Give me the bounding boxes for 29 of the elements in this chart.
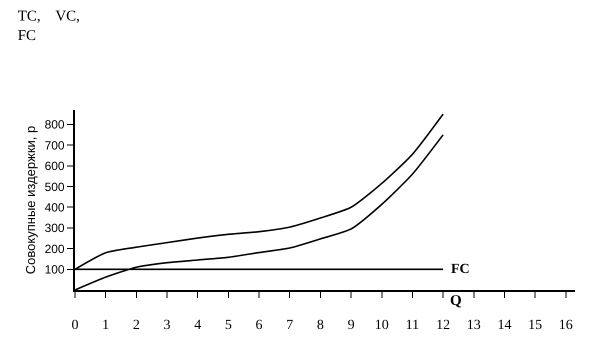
x-tick-label: 1 bbox=[102, 318, 110, 333]
y-tick-label: 600 bbox=[44, 159, 65, 174]
y-tick-label: 400 bbox=[44, 200, 65, 214]
chart-title: TC, VC, FC bbox=[18, 8, 80, 44]
x-tick-label: 13 bbox=[466, 318, 481, 333]
x-tick-label: 7 bbox=[286, 318, 294, 333]
x-tick-label: 16 bbox=[558, 318, 573, 333]
x-tick-label: 14 bbox=[497, 318, 512, 333]
x-tick-label: 0 bbox=[72, 318, 78, 333]
y-tick-label: 100 bbox=[44, 262, 65, 277]
y-tick-label: 300 bbox=[44, 221, 65, 236]
y-tick-label: 200 bbox=[44, 242, 65, 256]
x-tick-label: 4 bbox=[194, 318, 202, 333]
y-axis-title: Совокупные издержки, р bbox=[23, 126, 38, 274]
x-tick-label: 11 bbox=[406, 318, 420, 333]
series-label: FC bbox=[451, 262, 470, 277]
y-tick-label: 500 bbox=[44, 180, 65, 194]
x-tick-label: 8 bbox=[316, 318, 324, 333]
x-tick-label: 9 bbox=[348, 318, 355, 333]
x-tick-label: 5 bbox=[224, 318, 232, 333]
x-tick-label: 12 bbox=[436, 318, 450, 333]
x-tick-label: 10 bbox=[374, 318, 389, 333]
y-tick-label: 700 bbox=[44, 138, 65, 152]
x-tick-label: 2 bbox=[132, 318, 140, 333]
y-tick-label: 800 bbox=[44, 118, 65, 132]
x-axis-title: Q bbox=[450, 293, 462, 309]
x-tick-label: 6 bbox=[256, 318, 263, 333]
x-tick-label: 15 bbox=[528, 318, 542, 333]
x-tick-label: 3 bbox=[164, 318, 171, 333]
